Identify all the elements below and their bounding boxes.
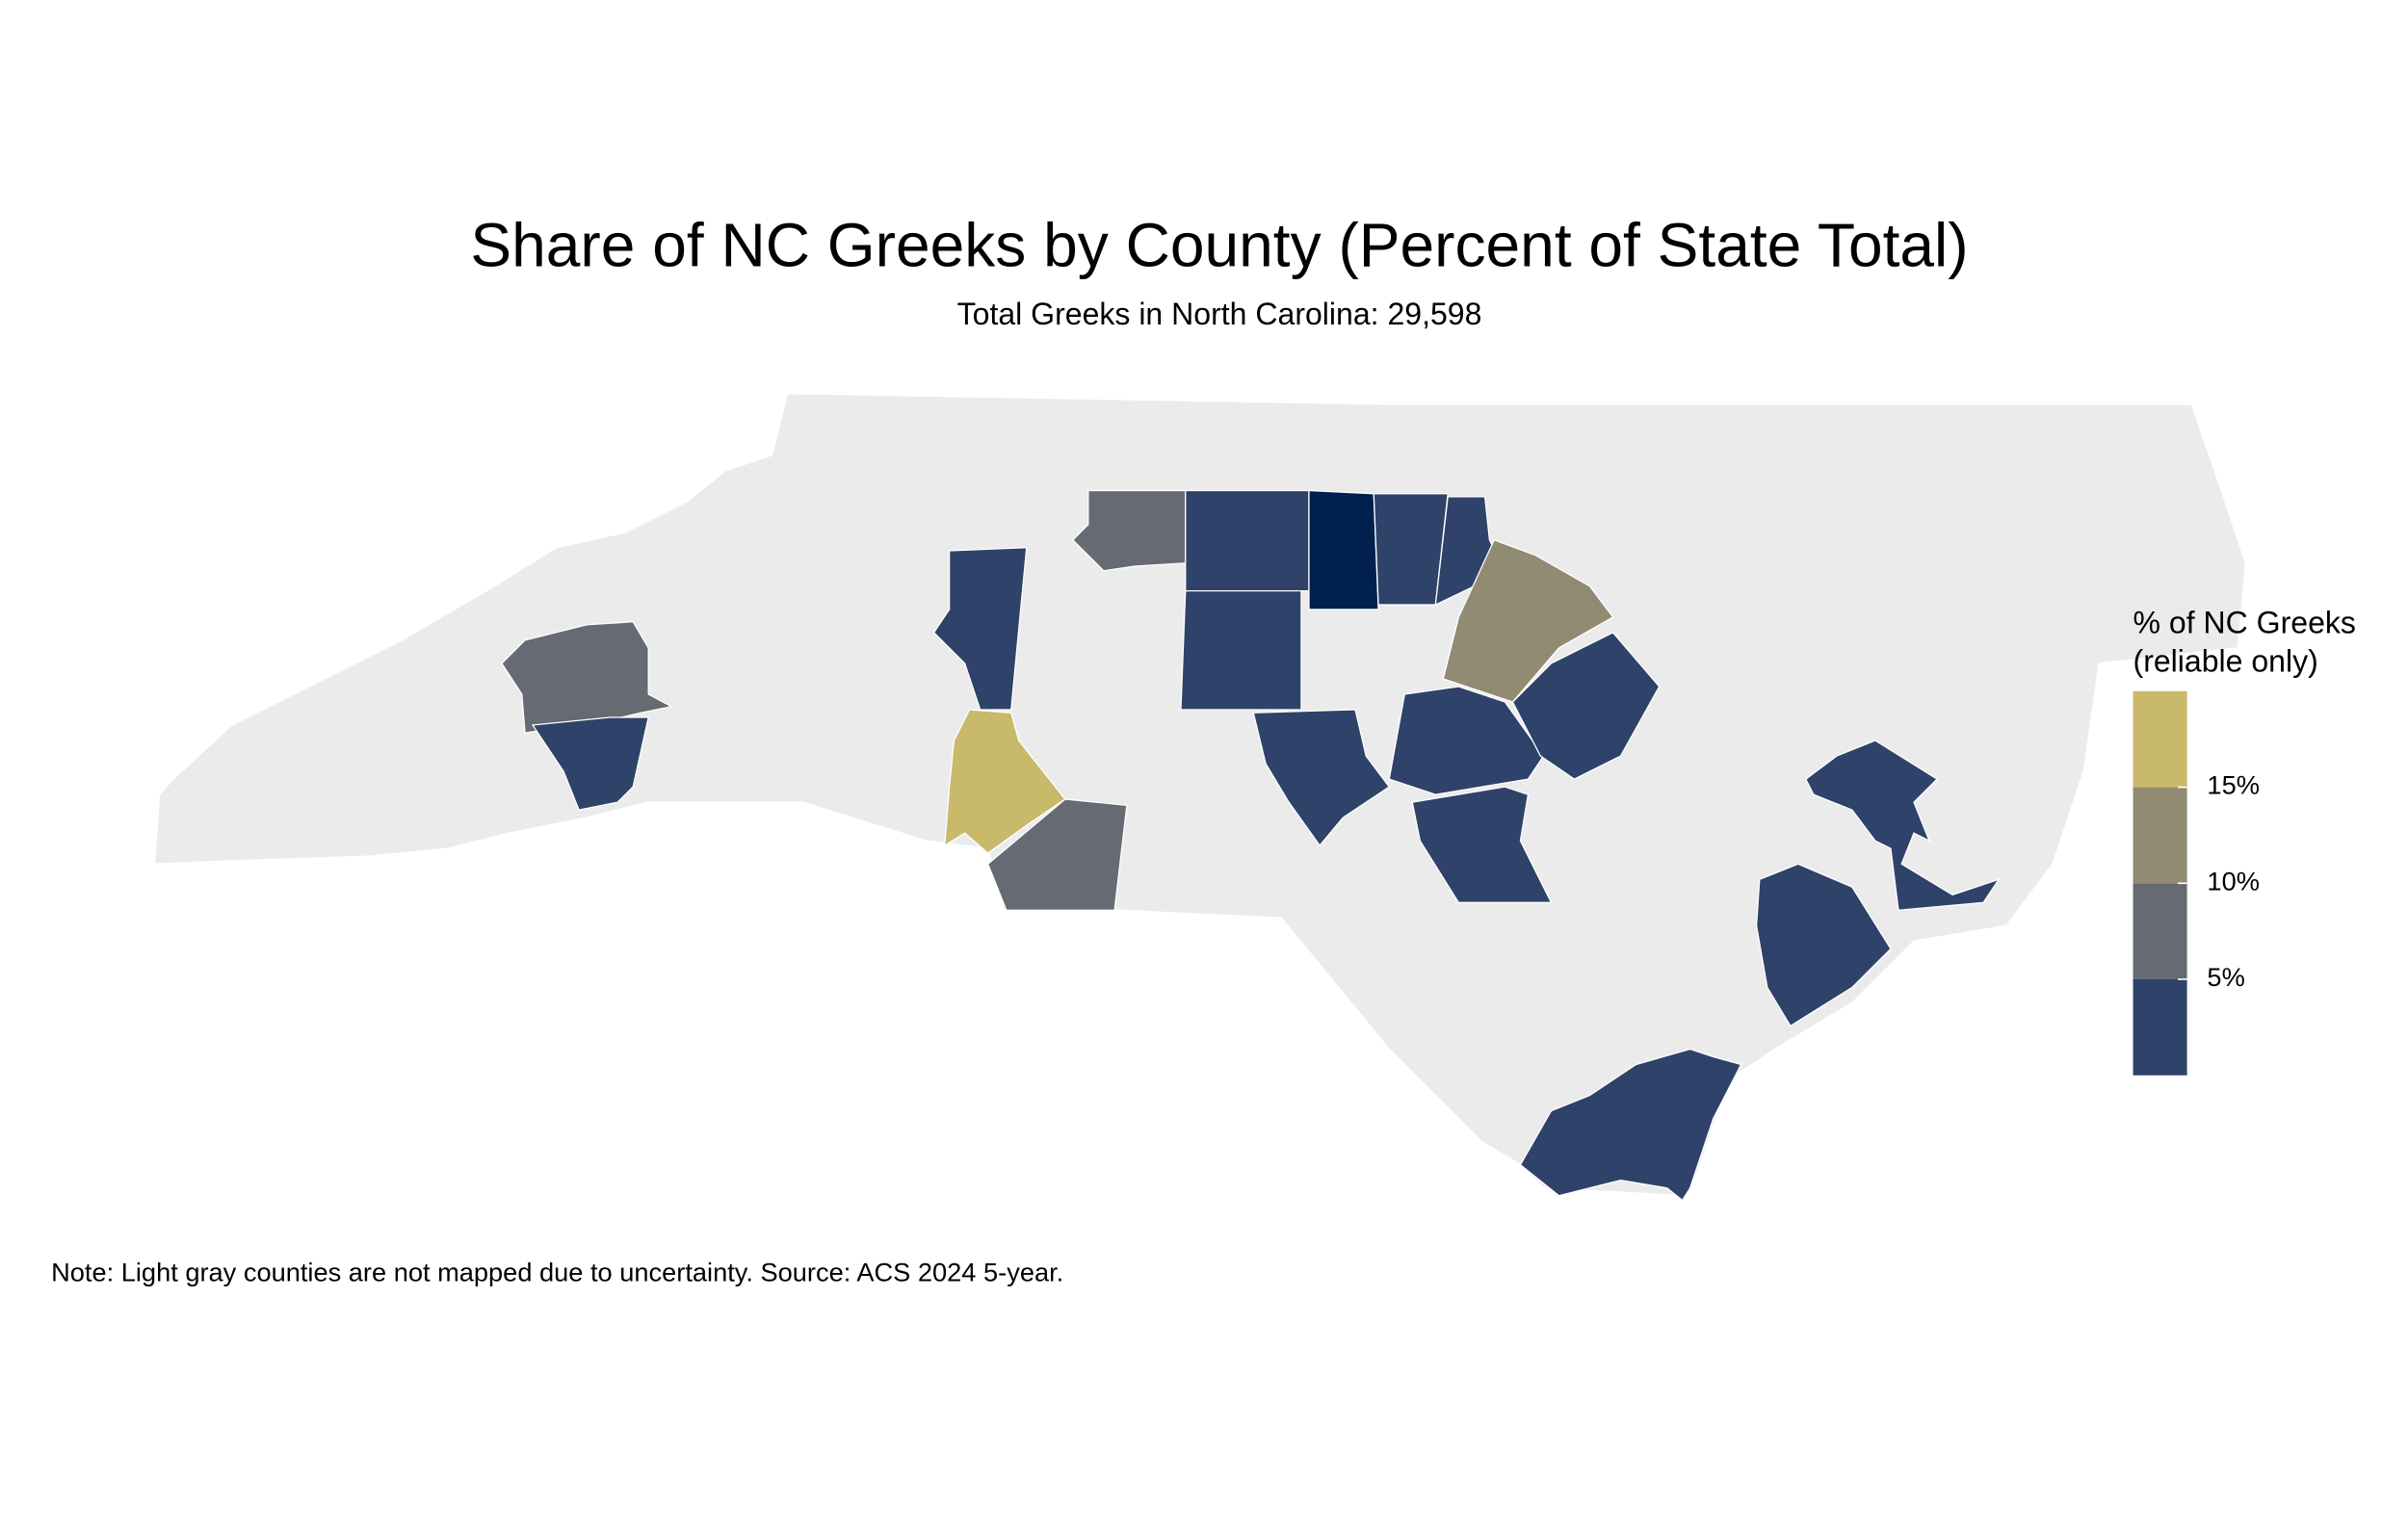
- county: [1755, 863, 1892, 1027]
- legend-title: (reliable only): [2133, 643, 2318, 678]
- county: [944, 709, 1066, 854]
- county: [986, 798, 1128, 911]
- county: [501, 621, 674, 734]
- note: Note: Light gray counties are not mapped…: [51, 1258, 1063, 1287]
- legend-tick-label: 15%: [2207, 770, 2259, 800]
- title: Share of NC Greeks by County (Percent of…: [470, 210, 1968, 279]
- legend-tick-label: 5%: [2207, 962, 2244, 992]
- county: [1185, 489, 1310, 592]
- legend-bin: [2133, 883, 2187, 980]
- county: [1180, 590, 1302, 711]
- county: [531, 716, 650, 811]
- legend-bin: [2133, 690, 2187, 788]
- state-outline: [153, 392, 2247, 1197]
- county: [932, 547, 1028, 711]
- legend-title: % of NC Greeks: [2133, 605, 2356, 639]
- county: [1511, 632, 1661, 780]
- county: [1805, 740, 2001, 912]
- county: [1252, 709, 1391, 847]
- county: [1519, 1048, 1742, 1202]
- county: [1411, 786, 1553, 903]
- legend-tick-label: 10%: [2207, 866, 2259, 896]
- legend-bin: [2133, 787, 2187, 884]
- legend-bin: [2133, 979, 2187, 1076]
- county: [1308, 489, 1379, 610]
- county: [1388, 686, 1545, 795]
- subtitle: Total Greeks in North Carolina: 29,598: [957, 297, 1482, 331]
- county: [1373, 493, 1449, 606]
- county: [1442, 538, 1614, 703]
